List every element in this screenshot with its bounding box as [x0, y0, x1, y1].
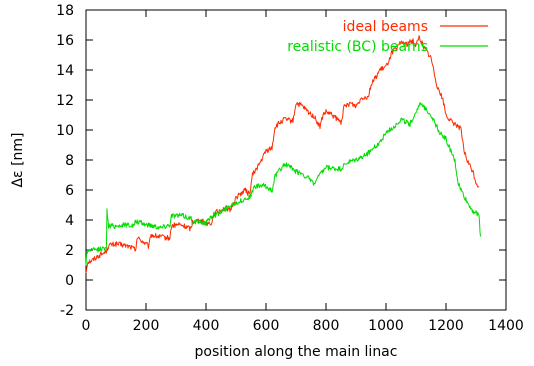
x-tick-label: 1400 — [488, 318, 524, 334]
y-tick-label: 2 — [65, 243, 74, 259]
y-tick-label: 14 — [56, 63, 74, 79]
legend: ideal beams realistic (BC) beams — [287, 19, 488, 55]
x-tick-label: 400 — [193, 318, 220, 334]
y-tick-label: 8 — [65, 153, 74, 169]
y-tick-label: 0 — [65, 273, 74, 289]
legend-label-realistic-bc-beams: realistic (BC) beams — [287, 39, 428, 55]
x-tick-label: 1000 — [368, 318, 404, 334]
y-tick-label: 12 — [56, 93, 74, 109]
series-line-realistic-bc-beams — [85, 102, 481, 266]
plot-frame — [85, 9, 507, 311]
y-tick-label: 10 — [56, 123, 74, 139]
x-tick-label: 1200 — [428, 318, 464, 334]
series-layer — [85, 35, 481, 274]
x-tick-label: 800 — [313, 318, 340, 334]
legend-label-ideal-beams: ideal beams — [343, 19, 428, 35]
x-tick-label: 200 — [133, 318, 160, 334]
y-tick-label: -2 — [60, 303, 74, 319]
y-tick-label: 18 — [56, 3, 74, 19]
plot-axes: 0 200 400 600 800 1000 1200 1400 -2 0 2 4 6 8 10 12 14 16… — [56, 3, 524, 334]
y-tick-label: 6 — [65, 183, 74, 199]
y-axis-label: Δε [nm] — [10, 132, 26, 187]
x-axis-label: position along the main linac — [195, 344, 398, 360]
x-tick-label: 0 — [82, 318, 91, 334]
y-tick-label: 4 — [65, 213, 74, 229]
series-line-ideal-beams — [85, 35, 480, 274]
y-tick-label: 16 — [56, 33, 74, 49]
x-tick-label: 600 — [253, 318, 280, 334]
